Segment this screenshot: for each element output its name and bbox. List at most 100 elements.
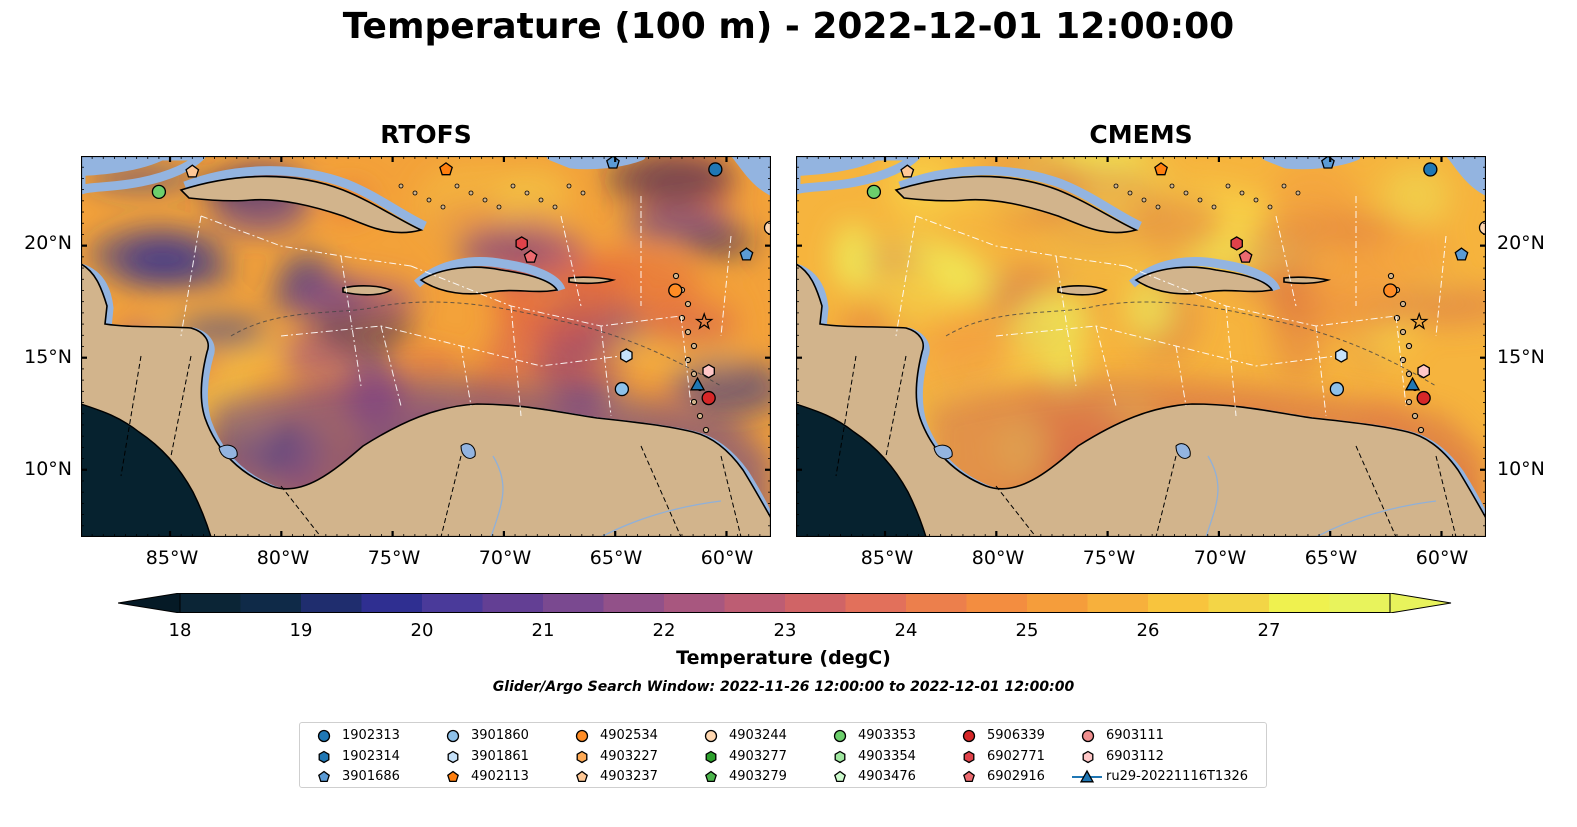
x-tick-label: 70°W (1193, 547, 1247, 569)
legend-marker (704, 729, 718, 743)
legend-marker (834, 770, 846, 783)
colorbar-tick-label: 18 (168, 620, 192, 641)
colorbar-segment (240, 593, 302, 613)
legend-marker (963, 770, 975, 783)
colorbar-tick-label: 24 (894, 620, 918, 641)
hispaniola-island (419, 266, 559, 295)
x-tick-label: 70°W (478, 547, 532, 569)
colorbar-segment (361, 593, 423, 613)
x-tick-label: 80°W (971, 547, 1025, 569)
legend-label: 6902771 (987, 749, 1045, 764)
colorbar-segment (724, 593, 786, 613)
colorbar-segment (422, 593, 483, 613)
puerto-rico-island (1283, 276, 1332, 285)
legend-marker (318, 770, 330, 783)
legend: 1902313 1902314 3901686 3901860 3901861 49021… (299, 722, 1267, 788)
colorbar-tick-label: 22 (652, 620, 676, 641)
legend-label: 4903279 (729, 769, 787, 784)
x-tick-label: 75°W (367, 547, 421, 569)
legend-label: 4903237 (600, 769, 658, 784)
star-marker (1409, 311, 1429, 330)
figure-title: Temperature (100 m) - 2022-12-01 12:00:0… (342, 6, 1235, 47)
legend-marker (833, 729, 847, 743)
colorbar-segment (906, 593, 967, 613)
jamaica-island (1057, 285, 1108, 296)
pacific-ocean (796, 403, 927, 537)
star-marker (694, 311, 714, 330)
x-tick-label: 75°W (1082, 547, 1136, 569)
marker-4903353 (151, 184, 167, 200)
legend-label: 4903244 (729, 728, 787, 743)
legend-marker (963, 750, 975, 764)
marker-4903244 (1478, 220, 1486, 235)
marker-ru29-20221116T1326 (689, 376, 706, 391)
y-tick-label: 10°N (1497, 458, 1545, 480)
colorbar-segment (1087, 593, 1149, 613)
marker-ru29-20221116T1326 (1404, 376, 1421, 391)
y-tick-label: 15°N (24, 346, 72, 368)
marker-4902113 (439, 162, 453, 176)
legend-marker (962, 729, 976, 743)
map-panel-rtofs (81, 156, 771, 537)
marker-3901860 (1329, 381, 1345, 397)
y-tick-label: 20°N (1497, 232, 1545, 254)
x-tick-label: 85°W (145, 547, 199, 569)
colorbar-tick-label: 19 (289, 620, 313, 641)
search-window-note: Glider/Argo Search Window: 2022-11-26 12… (492, 679, 1075, 695)
colorbar-segment (180, 593, 241, 613)
legend-label: 1902314 (342, 749, 400, 764)
colorbar-segment (785, 593, 846, 613)
colorbar-tick-label: 23 (773, 620, 797, 641)
colorbar-segment (664, 593, 725, 613)
legend-label: ru29-20221116T1326 (1106, 769, 1249, 784)
marker-6902916 (1238, 249, 1253, 263)
legend-marker (576, 750, 588, 764)
marker-3901686 (739, 247, 754, 261)
cuba-island (179, 175, 424, 234)
colorbar (117, 592, 1452, 617)
puerto-rico-island (568, 276, 617, 285)
marker-3901861 (620, 348, 633, 363)
legend-label: 4903354 (858, 749, 916, 764)
colorbar-segment (1208, 593, 1270, 613)
colorbar-tick-label: 20 (410, 620, 434, 641)
marker-6903112 (1417, 363, 1430, 379)
marker-6902916 (523, 249, 538, 263)
legend-label: 6903111 (1106, 728, 1164, 743)
legend-marker (705, 750, 717, 764)
colorbar-segment (1027, 593, 1088, 613)
marker-5906339 (701, 390, 716, 406)
y-tick-label: 15°N (1497, 346, 1545, 368)
legend-label: 4903227 (600, 749, 658, 764)
marker-6903112 (702, 363, 715, 379)
x-tick-label: 65°W (589, 547, 643, 569)
legend-label: 3901861 (471, 749, 529, 764)
colorbar-segment (603, 593, 665, 613)
colorbar-tick-label: 27 (1257, 620, 1281, 641)
legend-marker (1079, 769, 1095, 783)
jamaica-island (342, 285, 393, 296)
colorbar-over-tip (1389, 592, 1452, 614)
marker-3901861 (1335, 348, 1348, 363)
marker-4902113 (1154, 162, 1168, 176)
legend-marker (447, 750, 459, 764)
legend-label: 5906339 (987, 728, 1045, 743)
pacific-ocean (81, 403, 212, 537)
marker-4903244 (763, 220, 771, 235)
legend-marker (575, 729, 589, 743)
y-tick-label: 10°N (24, 458, 72, 480)
colorbar-segment (966, 593, 1028, 613)
legend-marker (317, 729, 331, 743)
x-tick-label: 60°W (1415, 547, 1469, 569)
legend-marker (1081, 729, 1095, 743)
colorbar-segment (845, 593, 907, 613)
marker-4903237 (900, 164, 915, 178)
y-tick-label: 20°N (24, 232, 72, 254)
colorbar-segment (543, 593, 604, 613)
marker-3901860 (614, 381, 630, 397)
colorbar-tick-label: 25 (1015, 620, 1039, 641)
legend-marker (446, 729, 460, 743)
colorbar-tick-label: 26 (1136, 620, 1160, 641)
marker-1902313 (708, 162, 723, 177)
map-panel-cmems (796, 156, 1486, 537)
